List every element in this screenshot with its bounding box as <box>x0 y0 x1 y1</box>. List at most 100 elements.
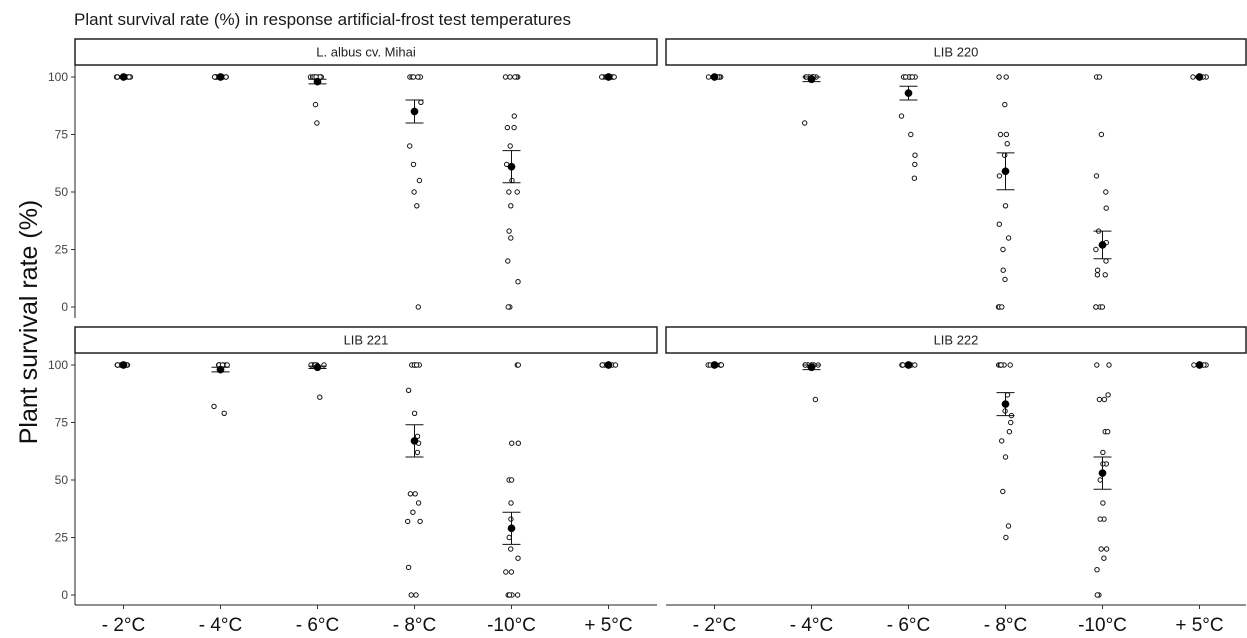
data-point <box>1094 592 1101 598</box>
data-point <box>1002 454 1009 460</box>
data-point <box>1103 258 1109 264</box>
data-point <box>407 143 413 149</box>
data-point <box>223 74 229 80</box>
x-tick-label-8-c: - 8°C <box>984 615 1028 636</box>
data-point <box>506 189 512 195</box>
mean-point <box>1195 361 1204 369</box>
data-point <box>509 440 515 446</box>
y-tick-label-50: 50 <box>55 473 69 487</box>
data-point <box>612 362 619 368</box>
data-point <box>1103 205 1109 211</box>
mean-point <box>119 73 128 81</box>
data-point <box>1096 396 1103 403</box>
x-tick-label-6-c: - 6°C <box>887 615 931 636</box>
data-point <box>505 304 511 310</box>
mean-point <box>1098 469 1107 477</box>
mean-point <box>507 162 516 171</box>
data-point <box>1005 235 1012 241</box>
data-point <box>999 438 1005 444</box>
data-point <box>802 120 808 126</box>
data-point <box>508 516 514 522</box>
data-point <box>1003 131 1010 138</box>
mean-point <box>710 73 719 81</box>
data-point <box>405 564 412 571</box>
data-point <box>1102 272 1108 278</box>
mean-point <box>313 77 322 86</box>
data-point <box>507 74 513 80</box>
data-point <box>312 101 319 108</box>
data-point <box>410 74 417 80</box>
data-point <box>1101 396 1108 403</box>
data-point <box>909 74 915 80</box>
mean-point <box>1001 400 1010 408</box>
data-point <box>1103 546 1110 552</box>
data-point <box>515 279 521 285</box>
data-point <box>1100 449 1106 456</box>
data-point <box>414 203 420 209</box>
strip-label-l-albus-cv-mihai: L. albus cv. Mihai <box>316 45 416 60</box>
data-point <box>912 362 918 368</box>
data-point <box>997 131 1004 138</box>
data-point <box>515 440 521 446</box>
data-point <box>224 362 230 368</box>
data-point <box>126 74 132 80</box>
data-point <box>1004 141 1010 147</box>
data-point <box>417 518 423 525</box>
data-point <box>1106 362 1112 368</box>
data-point <box>911 175 918 181</box>
data-point <box>405 387 412 393</box>
panel-lib-221: LIB 221 0 25 50 75 100 - 2°C - 4°C - 6°C - 8°C -10… <box>48 326 658 636</box>
y-axis-label: Plant survival rate (%) <box>15 200 43 445</box>
y-tick-label-100: 100 <box>48 70 68 84</box>
y-tick-label-0: 0 <box>61 300 68 314</box>
data-point <box>416 177 423 184</box>
y-tick-label-0: 0 <box>61 588 68 602</box>
data-point <box>508 569 515 575</box>
data-point <box>410 509 416 515</box>
data-point <box>1098 131 1105 138</box>
data-point <box>898 113 905 119</box>
data-point <box>508 500 514 506</box>
data-point <box>411 189 417 195</box>
data-point <box>511 124 517 131</box>
strip-box <box>665 326 1247 354</box>
strip-label-lib-220: LIB 220 <box>934 45 979 60</box>
mean-point <box>904 89 913 97</box>
data-point <box>1008 419 1014 426</box>
data-point <box>317 394 323 400</box>
panel-l-albus-cv-mihai: L. albus cv. Mihai 0 25 50 75 100 <box>48 38 658 318</box>
x-tick-label-5-c: + 5°C <box>1175 615 1223 636</box>
data-point <box>1190 74 1196 80</box>
data-point <box>505 258 511 264</box>
data-point <box>998 362 1004 368</box>
mean-point <box>216 365 225 374</box>
data-point <box>507 143 513 149</box>
x-tick-label-2-c: - 2°C <box>102 615 146 636</box>
data-point <box>900 362 906 368</box>
data-point <box>1002 276 1008 283</box>
mean-point <box>710 361 719 369</box>
data-point <box>705 74 712 80</box>
data-point <box>1006 429 1013 435</box>
x-tick-label-4-c: - 4°C <box>790 615 834 636</box>
mean-point <box>604 73 613 81</box>
data-point <box>599 74 605 80</box>
y-tick-label-100: 100 <box>48 358 68 372</box>
data-point <box>1097 477 1103 483</box>
data-point <box>411 410 418 416</box>
data-point <box>1000 488 1006 495</box>
data-point <box>412 491 418 497</box>
data-point <box>1103 189 1109 195</box>
data-point <box>1191 362 1197 368</box>
data-point <box>508 477 515 483</box>
data-point <box>1100 500 1106 506</box>
mean-point <box>507 524 516 533</box>
strip-box <box>74 326 658 354</box>
data-point <box>414 449 421 456</box>
data-point <box>1093 246 1099 253</box>
data-point <box>413 592 419 598</box>
data-point <box>1098 546 1104 552</box>
strip-label-lib-221: LIB 221 <box>344 333 389 348</box>
data-point <box>508 546 514 552</box>
data-point <box>1003 534 1009 541</box>
